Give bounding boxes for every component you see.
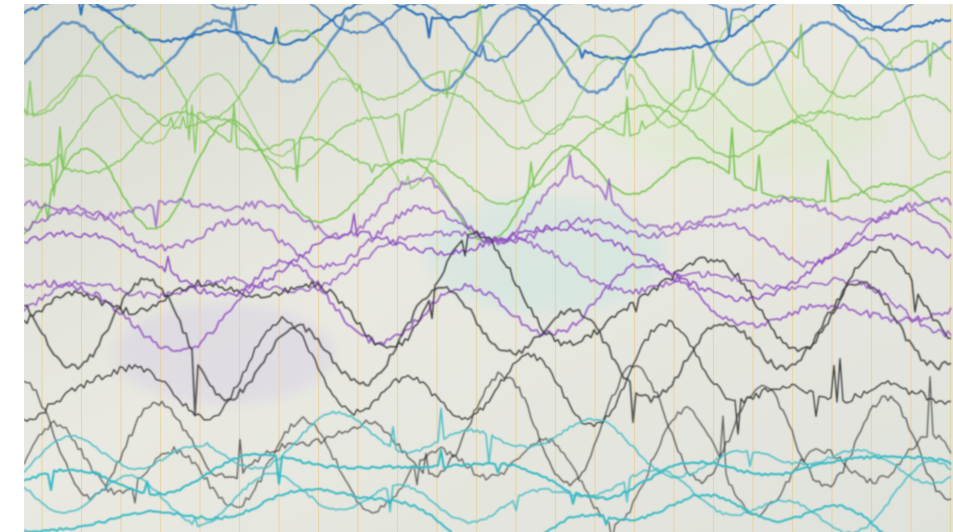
black-trace xyxy=(24,230,951,353)
black-trace xyxy=(24,277,952,424)
blue-trace xyxy=(24,4,952,61)
blue-trace xyxy=(88,4,914,63)
blue-trace xyxy=(24,5,952,95)
purple-trace xyxy=(24,154,952,247)
green-trace xyxy=(24,23,952,154)
black-trace xyxy=(24,364,952,501)
waveform-traces xyxy=(24,4,952,532)
cyan-trace xyxy=(24,487,884,532)
green-trace xyxy=(24,49,952,171)
cyan-trace xyxy=(24,449,952,505)
black-trace xyxy=(24,376,952,532)
black-trace xyxy=(24,316,952,435)
eeg-screen xyxy=(24,4,953,532)
green-trace xyxy=(24,103,952,206)
purple-trace xyxy=(24,258,952,353)
cyan-trace xyxy=(24,407,952,486)
purple-trace xyxy=(24,213,952,303)
purple-trace xyxy=(24,230,952,338)
green-trace xyxy=(24,4,952,190)
